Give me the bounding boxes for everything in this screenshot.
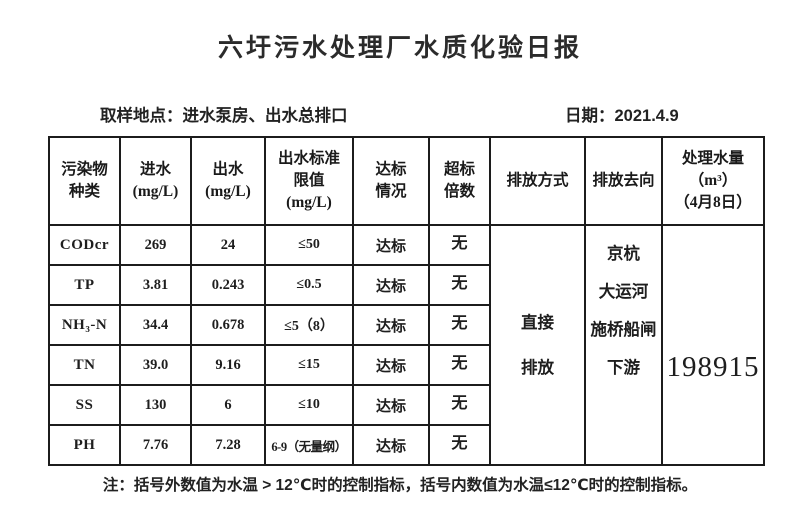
exceed-value-cell: 无 — [428, 344, 491, 386]
effluent-value-cell: 9.16 — [190, 344, 266, 386]
status-value-cell: 达标 — [352, 424, 430, 466]
table-row-ph: PH 7.76 7.28 6-9（无量纲） 达标 无 — [48, 424, 764, 466]
discharge-destination-text: 京杭 大运河 施桥船闸 下游 — [590, 244, 657, 377]
exceed-value-text: 无 — [451, 355, 468, 372]
discharge-method-text: 直接 排放 — [521, 313, 554, 377]
pollutant-name-cell: CODcr — [48, 224, 121, 266]
date-label: 日期：2021.4.9 — [565, 107, 679, 125]
influent-value-cell: 3.81 — [119, 264, 192, 306]
discharge-method-cell: 直接 排放 — [489, 224, 586, 466]
exceed-value-text: 无 — [451, 395, 468, 412]
header-effluent: 出水 (mg/L) — [190, 136, 266, 226]
effluent-value-cell: 0.678 — [190, 304, 266, 346]
table-row-nh3n: NH₃-N 34.4 0.678 ≤5（8） 达标 无 — [48, 304, 764, 346]
status-value-cell: 达标 — [352, 224, 430, 266]
exceed-value-cell: 无 — [428, 384, 491, 426]
limit-value-cell: ≤50 — [264, 224, 354, 266]
status-value-cell: 达标 — [352, 384, 430, 426]
pollutant-name-cell: SS — [48, 384, 121, 426]
treated-volume-text: 198915 — [666, 350, 760, 383]
limit-value-cell: ≤10 — [264, 384, 354, 426]
status-value-cell: 达标 — [352, 264, 430, 306]
influent-value-cell: 269 — [119, 224, 192, 266]
exceed-value-cell: 无 — [428, 224, 491, 266]
footnote: 注：括号外数值为水温 > 12℃时的控制指标，括号内数值为水温≤12℃时的控制指… — [102, 477, 698, 494]
header-effluent-limit: 出水标准 限值 (mg/L) — [264, 136, 354, 226]
effluent-value-cell: 6 — [190, 384, 266, 426]
exceed-value-cell: 无 — [428, 304, 491, 346]
table-header-row: 污染物 种类 进水 (mg/L) 出水 (mg/L) 出水标准 限值 (mg/L… — [48, 136, 765, 226]
exceed-value-cell: 无 — [428, 264, 491, 306]
status-value-cell: 达标 — [352, 344, 430, 386]
limit-value-cell: 6-9（无量纲） — [264, 424, 354, 466]
header-discharge-method: 排放方式 — [489, 136, 586, 226]
header-exceed-multiple: 超标 倍数 — [428, 136, 491, 226]
pollutant-name-cell: PH — [48, 424, 121, 466]
table-row-tn: TN 39.0 9.16 ≤15 达标 无 — [48, 344, 764, 386]
exceed-value-text: 无 — [451, 315, 468, 332]
exceed-value-text: 无 — [451, 275, 468, 292]
influent-value-cell: 34.4 — [119, 304, 192, 346]
header-discharge-destination: 排放去向 — [584, 136, 663, 226]
page-title: 六圩污水处理厂水质化验日报 — [217, 34, 582, 62]
limit-value-cell: ≤15 — [264, 344, 354, 386]
table-row-tp: TP 3.81 0.243 ≤0.5 达标 无 — [48, 264, 764, 306]
sampling-location-label: 取样地点：进水泵房、出水总排口 — [100, 107, 348, 125]
pollutant-name-cell: TP — [48, 264, 121, 306]
pollutant-name-cell: TN — [48, 344, 121, 386]
header-compliance-status: 达标 情况 — [352, 136, 430, 226]
effluent-value-cell: 24 — [190, 224, 266, 266]
influent-value-cell: 130 — [119, 384, 192, 426]
influent-value-cell: 7.76 — [119, 424, 192, 466]
effluent-value-cell: 0.243 — [190, 264, 266, 306]
discharge-destination-cell: 京杭 大运河 施桥船闸 下游 — [584, 224, 663, 466]
exceed-value-text: 无 — [451, 235, 468, 252]
limit-value-cell: ≤5（8） — [264, 304, 354, 346]
header-treated-volume: 处理水量 （m³） （4月8日） — [661, 136, 765, 226]
header-pollutant-type: 污染物 种类 — [48, 136, 121, 226]
influent-value-cell: 39.0 — [119, 344, 192, 386]
pollutant-name-cell: NH₃-N — [48, 304, 121, 346]
header-influent: 进水 (mg/L) — [119, 136, 192, 226]
exceed-value-cell: 无 — [428, 424, 491, 466]
water-quality-table: 污染物 种类 进水 (mg/L) 出水 (mg/L) 出水标准 限值 (mg/L… — [48, 136, 765, 466]
exceed-value-text: 无 — [451, 435, 468, 452]
effluent-value-cell: 7.28 — [190, 424, 266, 466]
table-row-ss: SS 130 6 ≤10 达标 无 — [48, 384, 764, 426]
meta-row: 取样地点：进水泵房、出水总排口 日期：2021.4.9 — [0, 102, 800, 125]
treated-volume-cell: 198915 — [661, 224, 765, 466]
status-value-cell: 达标 — [352, 304, 430, 346]
table-row-codcr: CODcr 269 24 ≤50 达标 无 直接 排放 京杭 大运河 施桥船闸 … — [48, 224, 765, 466]
limit-value-cell: ≤0.5 — [264, 264, 354, 306]
